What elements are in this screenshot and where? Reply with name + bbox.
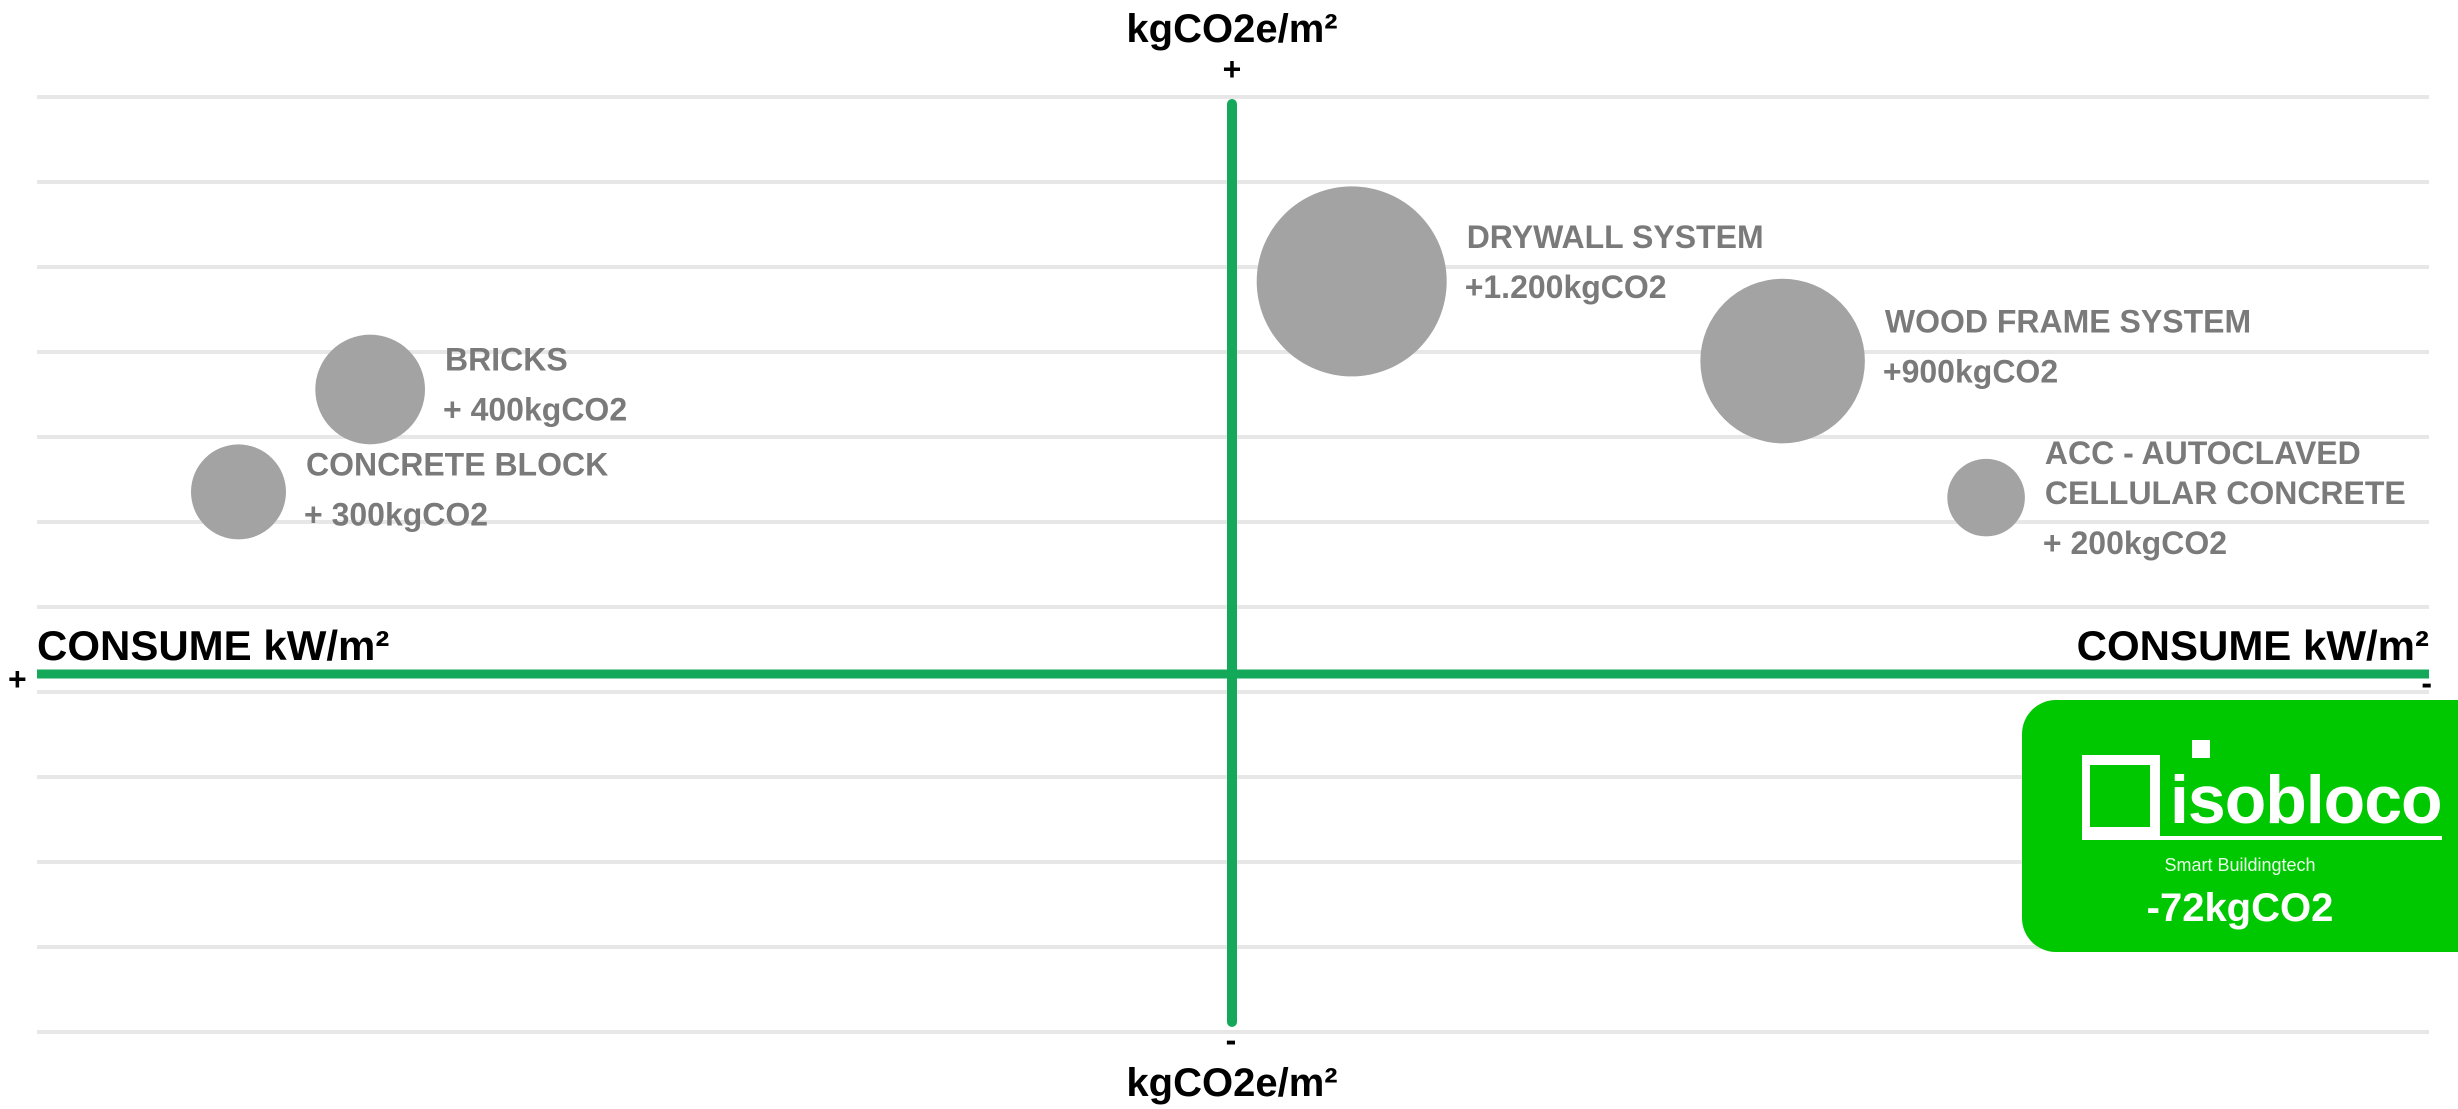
- x-axis-sign-right: -: [2421, 665, 2432, 701]
- bubble-group: DRYWALL SYSTEM +1.200kgCO2: [1256, 186, 1764, 377]
- bubble-mark: [190, 444, 286, 540]
- bubble-group: CONCRETE BLOCK + 300kgCO2: [190, 444, 608, 540]
- y-axis-title-top: kgCO2e/m²: [1126, 7, 1337, 51]
- isobloco-logo-icon: [2082, 740, 2442, 840]
- y-axis-title-bottom: kgCO2e/m²: [1126, 1061, 1337, 1105]
- bubble-value-label: + 200kgCO2: [2043, 525, 2227, 561]
- bubble-mark: [1947, 458, 2025, 537]
- isobloco-tagline: Smart Buildingtech: [2164, 855, 2316, 875]
- x-axis-title-left: CONSUME kW/m²: [37, 622, 389, 669]
- bubble-value-label: + 300kgCO2: [304, 496, 488, 532]
- y-axis-sign-bottom: -: [1226, 1022, 1237, 1058]
- x-axis-title-right: CONSUME kW/m²: [2077, 622, 2429, 669]
- bubble-name-label: DRYWALL SYSTEM: [1467, 219, 1764, 255]
- bubble-group: WOOD FRAME SYSTEM +900kgCO2: [1700, 278, 2251, 444]
- bubble-name-label: CELLULAR CONCRETE: [2045, 475, 2406, 511]
- bubble-group: BRICKS + 400kgCO2: [315, 334, 627, 445]
- bubble-mark: [1700, 278, 1865, 444]
- bubble-name-label: BRICKS: [445, 341, 568, 377]
- x-axis-sign-left: +: [8, 661, 27, 697]
- bubble-name-label: ACC - AUTOCLAVED: [2045, 435, 2361, 471]
- bubble-layer: DRYWALL SYSTEM +1.200kgCO2 WOOD FRAME SYST…: [190, 186, 2406, 561]
- isobloco-value-label: -72kgCO2: [2146, 886, 2334, 930]
- bubble-mark: [1256, 186, 1447, 377]
- bubble-mark: [315, 334, 426, 445]
- y-axis-sign-top: +: [1223, 51, 1242, 87]
- bubble-group: ACC - AUTOCLAVED CELLULAR CONCRETE + 200kg…: [1947, 435, 2406, 561]
- bubble-name-label: WOOD FRAME SYSTEM: [1885, 303, 2251, 339]
- isobloco-logo-wordmark: isobloco: [2170, 762, 2443, 838]
- bubble-name-label: CONCRETE BLOCK: [306, 446, 608, 482]
- bubble-value-label: + 400kgCO2: [443, 391, 627, 427]
- bubble-value-label: +900kgCO2: [1883, 353, 2058, 389]
- bubble-value-label: +1.200kgCO2: [1465, 269, 1667, 305]
- isobloco-highlight-card: isobloco Smart Buildingtech -72kgCO2: [2022, 700, 2458, 952]
